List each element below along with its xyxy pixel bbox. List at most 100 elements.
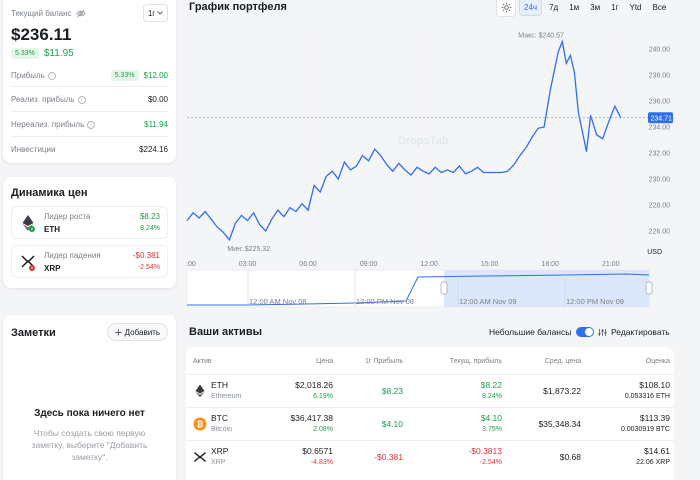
- asset-value: $14.61: [644, 446, 670, 456]
- info-icon[interactable]: i: [87, 120, 96, 129]
- asset-current-profit-pct: 3.75%: [482, 426, 502, 433]
- eye-off-icon[interactable]: [76, 9, 86, 18]
- asset-current-profit: $4.10: [480, 413, 502, 423]
- edit-button[interactable]: Редактировать: [598, 327, 670, 337]
- unrealized-row: Нереализ. прибыль i $11.94: [11, 120, 168, 129]
- ethereum-icon: [195, 384, 205, 398]
- y-tick-label: 236.00: [649, 99, 671, 106]
- y-tick-label: 230.00: [649, 177, 671, 184]
- chart-watermark: DropsTab: [398, 135, 449, 147]
- table-row[interactable]: ETH Ethereum $2,018.26 6.19% $8.23 $8.22…: [186, 374, 674, 407]
- investments-value: $224.16: [139, 145, 168, 154]
- chart-title: График портфеля: [189, 1, 287, 13]
- balance-value: $236.11: [11, 25, 72, 44]
- realized-label: Реализ. прибыль: [11, 95, 75, 104]
- balance-card: Текущий баланс 1г $236.11 5.33% $11.95 П…: [3, 0, 176, 163]
- unit-label: USD: [647, 249, 662, 256]
- asset-amount: 0.053316 ETH: [624, 393, 670, 400]
- y-tick-label: 226.00: [649, 229, 671, 236]
- asset-price-pct: -4.83%: [310, 459, 333, 466]
- x-axis: 00:00 03:00 06:00 09:00 12:00 15:00 18:00 21:00: [186, 261, 620, 268]
- chart-navigator[interactable]: 12:00 AM Nov 08 12:00 PM Nov 08 12:00 AM…: [186, 269, 653, 308]
- x-tick-label: 15:00: [481, 261, 499, 268]
- bitcoin-icon: ₿: [193, 417, 207, 431]
- unrealized-value: $11.94: [144, 120, 168, 129]
- range-1m[interactable]: 1м: [569, 2, 580, 12]
- asset-current-profit: $8.22: [480, 380, 502, 390]
- col-valuation[interactable]: Оценка: [645, 358, 670, 365]
- nav-label: 12:00 PM Nov 08: [356, 297, 414, 306]
- col-profit-1y[interactable]: 1г Прибыль: [365, 358, 403, 365]
- range-all[interactable]: Все: [652, 2, 667, 12]
- balance-period-select[interactable]: 1г: [143, 4, 168, 22]
- top-gainer-item[interactable]: Лидер роста ETH $8.23 8.24%: [11, 206, 168, 239]
- col-avg-price[interactable]: Сред. цена: [544, 358, 581, 365]
- xrp-icon: [194, 451, 206, 463]
- loser-pct: -2.54%: [137, 264, 160, 271]
- chart-settings-button[interactable]: [496, 0, 516, 17]
- notes-card: Заметки Добавить Здесь пока ничего нет Ч…: [3, 315, 176, 480]
- small-balances-toggle[interactable]: [576, 327, 595, 337]
- asset-symbol: ETH: [211, 380, 228, 390]
- table-row[interactable]: XRP XRP $0.6571 -4.83% -$0.381 -$0.3813 …: [186, 440, 674, 473]
- x-tick-label: 18:00: [541, 261, 559, 268]
- range-3m[interactable]: 3м: [590, 2, 601, 12]
- asset-current-profit: -$0.3813: [468, 446, 502, 456]
- col-price[interactable]: Цена: [316, 358, 333, 365]
- realized-value: $0.00: [147, 95, 168, 104]
- notes-empty-text: Чтобы создать свою первую заметку, выбер…: [31, 428, 148, 462]
- y-tick-label: 232.00: [649, 151, 671, 158]
- y-tick-label: 240.00: [649, 47, 671, 54]
- info-icon[interactable]: i: [47, 71, 56, 80]
- gainer-pct: 8.24%: [140, 225, 160, 232]
- col-asset[interactable]: Актив: [193, 358, 212, 365]
- add-note-button[interactable]: Добавить: [106, 323, 168, 341]
- assets-table: Актив Цена 1г Прибыль Текущ. прибыль Сре…: [186, 347, 674, 480]
- asset-symbol: BTC: [211, 413, 228, 423]
- asset-amount: 22.06 XRP: [636, 459, 670, 466]
- portfolio-chart[interactable]: 240.00 238.00 236.00 234.00 232.00 230.00 228.…: [186, 26, 674, 312]
- divider: [11, 111, 168, 112]
- y-tick-label: 234.00: [649, 125, 671, 132]
- range-24h[interactable]: 24ч: [519, 0, 543, 16]
- range-1y[interactable]: 1г: [611, 2, 619, 12]
- y-tick-label: 228.00: [649, 203, 671, 210]
- period-value: 1г: [147, 8, 156, 18]
- divider: [11, 86, 168, 87]
- gear-icon: [501, 2, 511, 12]
- balance-change-pct: 5.33%: [11, 48, 39, 59]
- min-label: Мин: $225.32: [227, 246, 270, 253]
- ethereum-icon: [22, 215, 35, 232]
- col-current-profit[interactable]: Текущ. прибыль: [449, 358, 502, 365]
- asset-avg-price: $35,348.34: [538, 419, 581, 429]
- price-dynamics-card: Динамика цен Лидер роста ETH $8.23 8.24%…: [3, 177, 176, 288]
- asset-profit-1y: -$0.381: [374, 452, 403, 462]
- current-value-label: 234.71: [651, 115, 673, 122]
- top-loser-item[interactable]: Лидер падения XRP -$0.381 -2.54%: [11, 245, 168, 278]
- asset-value: $113.39: [639, 413, 670, 423]
- info-icon[interactable]: i: [77, 95, 86, 104]
- asset-name: Bitcoin: [211, 426, 233, 433]
- time-range-selector: 24ч 7д 1м 3м 1г Ytd Все: [496, 0, 670, 17]
- asset-name: Ethereum: [211, 393, 242, 400]
- investments-row: Инвестиции $224.16: [11, 145, 168, 154]
- range-7d[interactable]: 7д: [549, 2, 559, 12]
- realized-row: Реализ. прибыль i $0.00: [11, 95, 168, 104]
- loser-value: -$0.381: [132, 251, 160, 260]
- notes-empty-title: Здесь пока ничего нет: [34, 408, 145, 419]
- asset-price: $0.6571: [302, 446, 333, 456]
- navigator-handle-right[interactable]: [645, 281, 653, 295]
- table-row[interactable]: ₿ BTC Bitcoin $36,417.38 2.08% $4.10 $4.…: [186, 407, 674, 440]
- asset-price: $36,417.38: [290, 413, 333, 423]
- profit-value: $12.00: [143, 71, 168, 80]
- x-tick-label: 09:00: [360, 261, 378, 268]
- range-ytd[interactable]: Ytd: [629, 2, 642, 12]
- xrp-icon: [21, 255, 35, 271]
- navigator-handle-left[interactable]: [440, 281, 448, 295]
- y-axis: 240.00 238.00 236.00 234.00 232.00 230.00 228.…: [649, 47, 671, 236]
- small-balances-toggle-row: Небольшие балансы: [489, 327, 595, 337]
- asset-profit-1y: $8.23: [381, 386, 403, 396]
- chart-gridlines: [186, 36, 641, 256]
- loser-symbol: XRP: [44, 264, 61, 273]
- nav-label: 12:00 PM Nov 09: [566, 297, 624, 306]
